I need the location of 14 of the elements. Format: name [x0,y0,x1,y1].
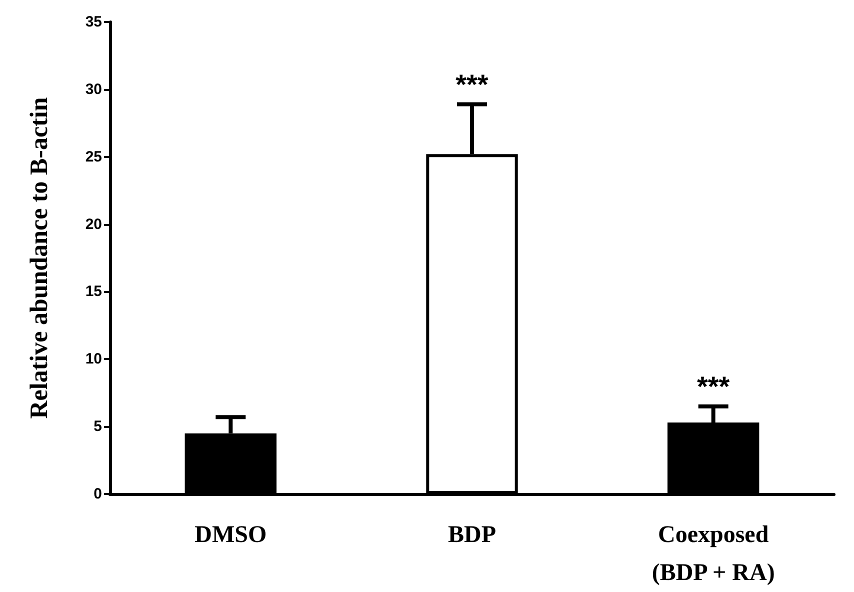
y-tick-label: 35 [85,14,102,30]
x-tick-label: DMSO [194,522,267,548]
annotation: *** [696,370,730,402]
x-tick-label: BDP [448,522,496,548]
y-tick-label: 20 [85,216,102,233]
y-tick-label: 15 [85,283,102,300]
y-tick-label: 30 [85,80,102,98]
annotation: *** [456,68,488,100]
y-tick-label: 10 [85,350,102,368]
y-tick-label: 5 [94,418,102,436]
y-axis-title: Relative abundance to B-actin [26,97,53,419]
y-tick-label: 25 [85,148,102,166]
x-tick-label: Coexposed (BDP + RA) [652,522,775,586]
y-tick-label: 0 [94,486,102,502]
